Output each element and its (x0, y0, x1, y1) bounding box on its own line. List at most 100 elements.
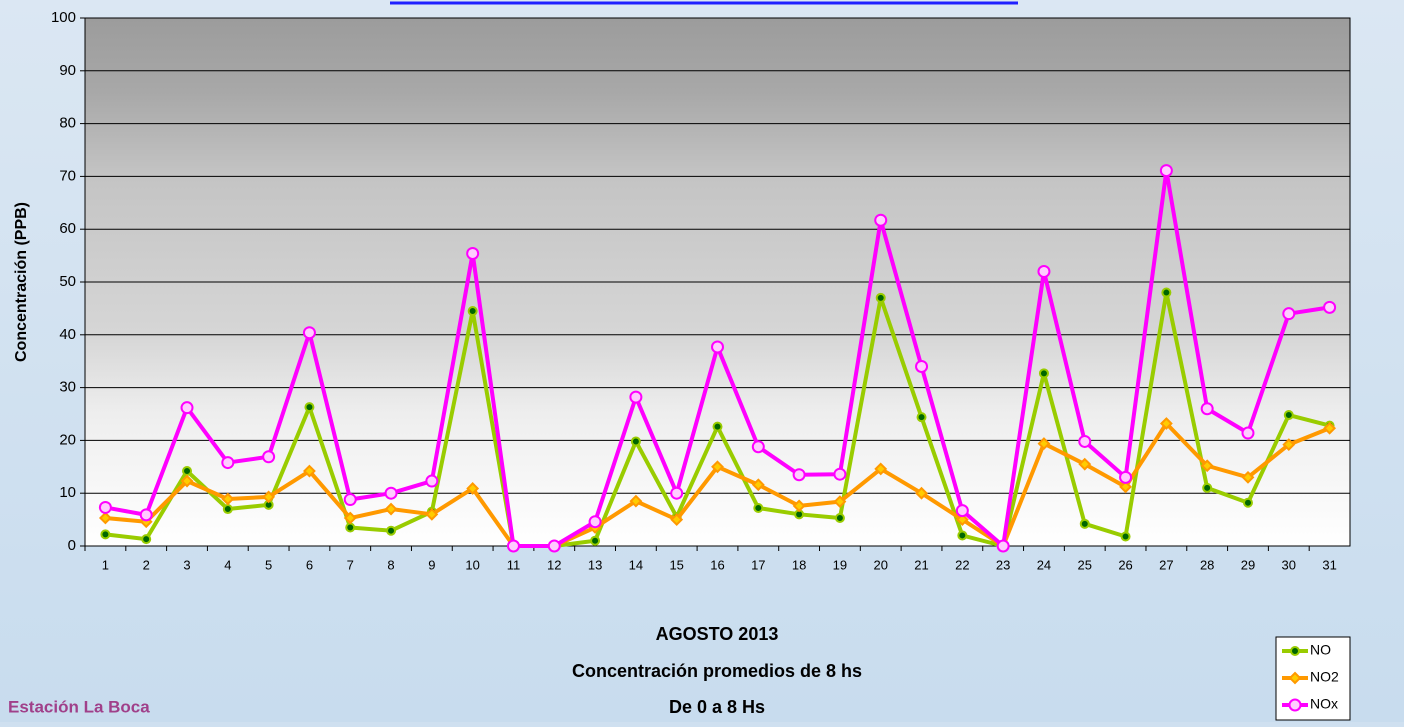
y-tick-label: 100 (51, 9, 76, 26)
marker (1081, 520, 1089, 528)
x-tick-label: 13 (588, 557, 602, 572)
x-tick-label: 12 (547, 557, 561, 572)
x-tick-label: 10 (465, 557, 479, 572)
marker (469, 307, 477, 315)
y-tick-label: 60 (59, 220, 76, 237)
marker (1283, 308, 1294, 319)
x-tick-label: 19 (833, 557, 847, 572)
marker (467, 248, 478, 259)
marker (834, 469, 845, 480)
x-tick-label: 15 (669, 557, 683, 572)
legend-label: NO (1310, 642, 1331, 658)
marker (1038, 266, 1049, 277)
marker (1290, 700, 1301, 711)
x-tick-label: 7 (347, 557, 354, 572)
y-tick-label: 80 (59, 115, 76, 132)
x-tick-label: 4 (224, 557, 231, 572)
marker (1162, 289, 1170, 297)
marker (1242, 428, 1253, 439)
x-tick-label: 1 (102, 557, 109, 572)
x-tick-label: 23 (996, 557, 1010, 572)
x-tick-label: 27 (1159, 557, 1173, 572)
x-tick-label: 6 (306, 557, 313, 572)
marker (918, 413, 926, 421)
y-tick-label: 20 (59, 431, 76, 448)
marker (1203, 484, 1211, 492)
x-tick-label: 2 (143, 557, 150, 572)
marker (590, 516, 601, 527)
marker (141, 509, 152, 520)
marker (632, 437, 640, 445)
page: Concentración (PPB) AGOSTO 2013 Concentr… (0, 0, 1404, 722)
marker (142, 535, 150, 543)
marker (712, 341, 723, 352)
marker (877, 294, 885, 302)
x-tick-label: 24 (1037, 557, 1051, 572)
marker (305, 403, 313, 411)
y-tick-label: 10 (59, 484, 76, 501)
x-tick-label: 26 (1118, 557, 1132, 572)
marker (1244, 499, 1252, 507)
marker (1040, 369, 1048, 377)
marker (794, 469, 805, 480)
chart-title: De 0 a 8 Hs (669, 697, 765, 717)
marker (916, 361, 927, 372)
x-tick-label: 8 (387, 557, 394, 572)
x-tick-label: 29 (1241, 557, 1255, 572)
marker (183, 467, 191, 475)
marker (345, 494, 356, 505)
chart-title: AGOSTO 2013 (656, 624, 779, 644)
marker (714, 423, 722, 431)
x-tick-label: 11 (507, 557, 521, 572)
marker (387, 527, 395, 535)
marker (753, 441, 764, 452)
x-tick-label: 18 (792, 557, 806, 572)
marker (100, 502, 111, 513)
x-tick-label: 16 (710, 557, 724, 572)
legend-label: NO2 (1310, 669, 1339, 685)
marker (1161, 165, 1172, 176)
x-tick-label: 25 (1078, 557, 1092, 572)
x-tick-label: 21 (914, 557, 928, 572)
marker (1122, 532, 1130, 540)
marker (182, 402, 193, 413)
x-tick-label: 20 (873, 557, 887, 572)
y-tick-label: 90 (59, 62, 76, 79)
x-tick-label: 5 (265, 557, 272, 572)
x-tick-label: 30 (1282, 557, 1296, 572)
marker (1079, 436, 1090, 447)
marker (958, 531, 966, 539)
marker (549, 541, 560, 552)
y-tick-label: 30 (59, 379, 76, 396)
x-tick-label: 28 (1200, 557, 1214, 572)
y-tick-label: 40 (59, 326, 76, 343)
marker (346, 524, 354, 532)
marker (263, 451, 274, 462)
x-tick-label: 14 (629, 557, 643, 572)
marker (101, 530, 109, 538)
x-tick-label: 17 (751, 557, 765, 572)
station-label: Estación La Boca (8, 697, 150, 716)
x-tick-label: 3 (183, 557, 190, 572)
chart: Concentración (PPB) AGOSTO 2013 Concentr… (0, 0, 1404, 722)
x-tick-label: 9 (428, 557, 435, 572)
marker (754, 504, 762, 512)
marker (1285, 411, 1293, 419)
x-tick-label: 22 (955, 557, 969, 572)
marker (1202, 403, 1213, 414)
marker (671, 488, 682, 499)
marker (1291, 647, 1299, 655)
marker (386, 488, 397, 499)
y-tick-label: 50 (59, 273, 76, 290)
marker (630, 392, 641, 403)
marker (836, 514, 844, 522)
marker (304, 327, 315, 338)
y-tick-label: 0 (68, 537, 76, 554)
y-tick-label: 70 (59, 167, 76, 184)
marker (998, 541, 1009, 552)
marker (1120, 472, 1131, 483)
marker (957, 505, 968, 516)
marker (224, 505, 232, 513)
marker (875, 215, 886, 226)
y-axis-label: Concentración (PPB) (13, 202, 30, 362)
